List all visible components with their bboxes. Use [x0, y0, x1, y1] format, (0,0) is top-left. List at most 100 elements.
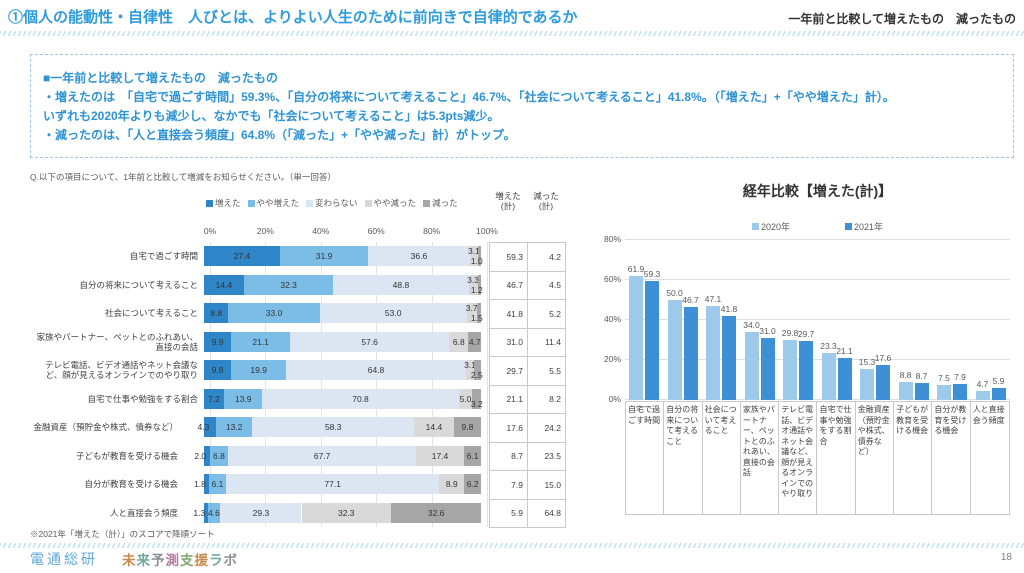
brand-sublogo-char: 支	[180, 553, 195, 568]
bar	[860, 369, 874, 400]
total-cell: 59.3	[490, 243, 528, 272]
category-label: 自宅で仕事や勉強をする割合	[817, 402, 856, 514]
stacked-bar: 8.8 33.0 53.0 3.7 1.5	[204, 303, 483, 323]
bar-segment	[415, 445, 465, 466]
bar-segment	[289, 331, 450, 352]
category-label: 子どもが教育を受ける機会	[894, 402, 933, 514]
category-label: 家族やパートナー、ペットとのふれあい、直接の会話	[741, 402, 780, 514]
category-label: 家族やパートナー、ペットとのふれあい、直接の会話	[36, 331, 198, 352]
category-label: テレビ電話、ビデオ通話やネット会議など、顔が見えるオンラインでのやり取り	[44, 360, 198, 381]
stacked-bar: 9.8 19.9 64.8 3.1 2.5	[204, 360, 483, 380]
bar-segment	[204, 246, 280, 266]
bar-segment	[477, 274, 481, 295]
total-cell: 15.0	[528, 471, 566, 500]
value-label: 9.9	[211, 336, 224, 347]
value-label: 50.0	[666, 288, 683, 298]
bar-segment	[220, 502, 302, 523]
value-label: 27.4	[233, 251, 251, 261]
totals-header-cell: 増えた (計)	[489, 191, 527, 211]
yearly-chart-legend: 2020年 2021年	[625, 220, 1010, 233]
category-label: 子どもが教育を受ける機会	[75, 450, 178, 461]
category-label: 自分の将来について考えること	[79, 279, 199, 290]
yearly-chart-categories: 自宅で過ごす時間 自分の将来について考えること 社会について考えること 家族やパートナ…	[625, 401, 1010, 515]
summary-line: ■一年前と比較して増えたもの 減ったもの	[43, 71, 278, 85]
bar-segment	[209, 445, 229, 466]
value-label: 2.5	[470, 370, 483, 380]
bar-segment	[472, 388, 482, 409]
bar-segment	[228, 445, 416, 466]
value-label: 29.7	[797, 328, 815, 339]
bar-segment	[204, 331, 232, 352]
grid-line	[625, 279, 1010, 280]
legend-item: 2020年	[751, 220, 790, 233]
stacked-bar: 27.4 31.9 36.6 3.1 1.0	[204, 246, 483, 266]
value-label: 15.3	[858, 357, 876, 368]
brand-logo: 電通総研	[30, 551, 98, 567]
bar-segment	[279, 246, 369, 266]
legend-swatch	[247, 199, 255, 207]
value-label: 21.1	[252, 336, 269, 347]
value-label: 1.3	[193, 507, 206, 518]
legend-item: 2021年	[845, 220, 883, 233]
bar-segment	[458, 388, 473, 409]
bar-segment	[301, 502, 391, 523]
value-label: 1.0	[470, 256, 483, 266]
x-axis-tick: 100%	[476, 226, 498, 236]
value-label: 7.5	[938, 373, 950, 383]
table-row: 自分の将来について考えること 14.4 32.3 48.8 3.3 1.2	[30, 271, 483, 300]
value-label: 8.8	[210, 308, 223, 318]
bar	[683, 306, 698, 400]
grid-line	[625, 399, 1010, 400]
bar-segment	[207, 502, 221, 523]
value-label: 3.1	[468, 246, 480, 256]
bar-segment	[464, 445, 481, 466]
total-cell: 24.2	[528, 414, 566, 443]
total-cell: 5.9	[490, 499, 528, 528]
grid-line	[376, 242, 378, 527]
bar-segment	[478, 246, 481, 266]
value-label: 41.8	[720, 304, 738, 315]
value-label: 67.7	[313, 450, 331, 461]
brand-sublogo-char: ボ	[223, 553, 238, 568]
totals-header: 増えた (計) 減った (計)	[489, 191, 565, 211]
bar-segment	[243, 274, 334, 295]
table-row: テレビ電話、ビデオ通話やネット会議など、顔が見えるオンラインでのやり取り 9.8 1…	[30, 356, 483, 385]
brand-sublogo-char: 測	[165, 553, 180, 568]
bar-segment	[439, 474, 465, 494]
bar	[876, 364, 890, 400]
bar	[783, 340, 797, 400]
bar-segment	[476, 303, 481, 323]
bar	[722, 316, 736, 400]
value-label: 1.8	[194, 479, 206, 489]
value-label: 31.0	[759, 326, 776, 336]
legend-label: 減った	[432, 198, 458, 208]
category-label: 自分が教育を受ける機会	[84, 479, 178, 490]
totals-header-line: 減った	[533, 191, 559, 201]
table-row: 自宅で過ごす時間 27.4 31.9 36.6 3.1 1.0	[30, 242, 483, 271]
legend-label: 2020年	[760, 222, 790, 232]
bar-segment	[468, 274, 478, 295]
category-label: 金融資産（預貯金や株式、債券など）	[33, 422, 178, 433]
total-cell: 4.5	[528, 271, 566, 300]
legend-swatch	[423, 199, 431, 207]
table-row: 子どもが教育を受ける機会 2.0 6.8 67.7 17.4 6.1	[30, 442, 481, 471]
value-label: 19.9	[250, 365, 267, 375]
value-label: 33.0	[265, 308, 283, 318]
grid-line	[625, 319, 1010, 320]
bar-segment	[252, 417, 414, 437]
value-label: 29.8	[781, 328, 799, 339]
bar-segment	[286, 360, 466, 380]
stacked-bar: 1.3 4.6 29.3 32.3 32.6	[193, 502, 482, 523]
stacked-chart: 自宅で過ごす時間 27.4 31.9 36.6 3.1 1.0 自分の将来について考えること…	[30, 242, 483, 527]
header-right-label: 一年前と比較して増えたもの 減ったもの	[788, 12, 1016, 26]
bar	[629, 276, 643, 400]
value-label: 46.7	[682, 294, 699, 305]
brand-sublogo-char: ラ	[209, 553, 224, 568]
brand-sublogo-char: 未	[122, 553, 137, 568]
category-label: 自宅で仕事や勉強をする割合	[87, 393, 198, 404]
legend-item: 増えた	[206, 197, 241, 209]
grid-line	[210, 242, 211, 527]
x-axis-tick: 80%	[423, 226, 441, 236]
table-row: 社会について考えること 8.8 33.0 53.0 3.7 1.5	[30, 299, 483, 328]
value-label: 13.2	[225, 422, 243, 432]
